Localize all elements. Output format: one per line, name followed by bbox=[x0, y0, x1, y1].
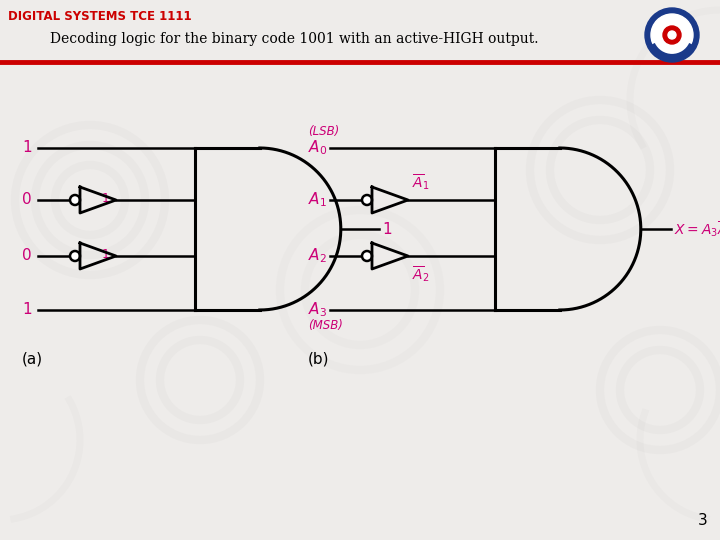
Text: $X = A_3\overline{A}_2\overline{A}_1A_0$: $X = A_3\overline{A}_2\overline{A}_1A_0$ bbox=[674, 219, 720, 239]
Text: $A_2$: $A_2$ bbox=[308, 247, 327, 265]
Text: 0: 0 bbox=[22, 248, 32, 264]
Text: (b): (b) bbox=[308, 352, 330, 367]
Circle shape bbox=[645, 8, 699, 62]
Text: (a): (a) bbox=[22, 352, 43, 367]
Text: $\overline{A}_1$: $\overline{A}_1$ bbox=[412, 172, 430, 192]
Text: $A_1$: $A_1$ bbox=[308, 191, 327, 210]
Circle shape bbox=[663, 26, 681, 44]
Circle shape bbox=[70, 251, 80, 261]
Text: 1: 1 bbox=[22, 302, 32, 318]
Text: 1: 1 bbox=[22, 140, 32, 156]
Text: $A_0$: $A_0$ bbox=[308, 139, 328, 157]
Circle shape bbox=[668, 31, 676, 39]
Text: $A_3$: $A_3$ bbox=[308, 301, 327, 319]
Text: 1: 1 bbox=[102, 192, 110, 205]
Circle shape bbox=[70, 195, 80, 205]
Text: 1: 1 bbox=[383, 221, 392, 237]
Circle shape bbox=[362, 195, 372, 205]
Text: $\overline{A}_2$: $\overline{A}_2$ bbox=[412, 264, 430, 284]
Text: Decoding logic for the binary code 1001 with an active-HIGH output.: Decoding logic for the binary code 1001 … bbox=[50, 32, 539, 46]
Text: (MSB): (MSB) bbox=[308, 320, 343, 333]
Circle shape bbox=[362, 251, 372, 261]
Text: 3: 3 bbox=[698, 513, 708, 528]
Text: (LSB): (LSB) bbox=[308, 125, 339, 138]
Text: DIGITAL SYSTEMS TCE 1111: DIGITAL SYSTEMS TCE 1111 bbox=[8, 10, 192, 23]
Circle shape bbox=[651, 14, 693, 56]
Text: 1: 1 bbox=[102, 247, 110, 260]
Text: 0: 0 bbox=[22, 192, 32, 207]
